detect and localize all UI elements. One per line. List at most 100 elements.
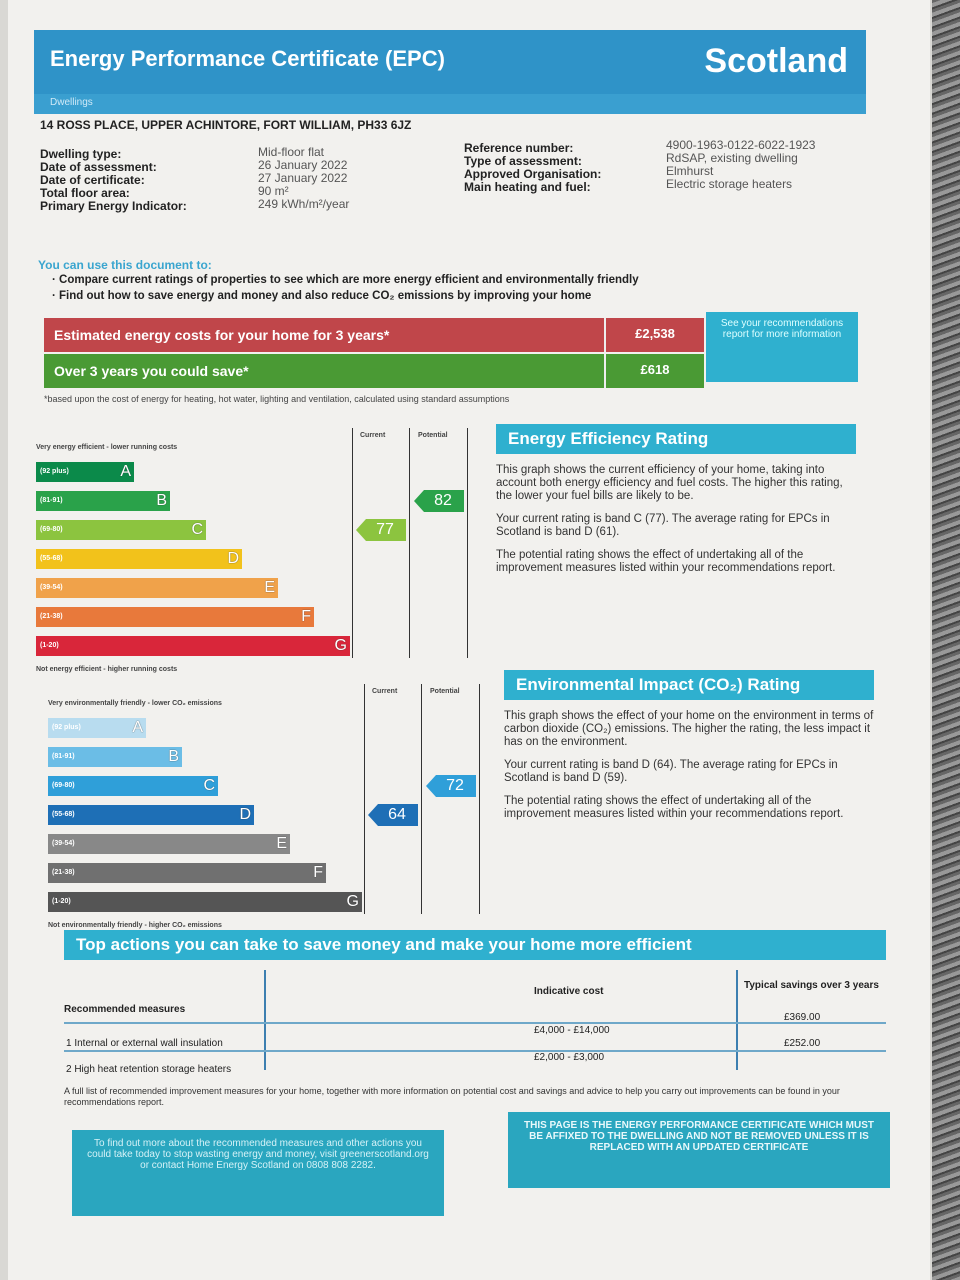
band-f: (21-38) F: [48, 863, 326, 883]
environmental-rating-chart: Very environmentally friendly - lower CO…: [48, 684, 498, 934]
current-column: [364, 684, 422, 914]
band-letter: A: [132, 719, 143, 736]
band-e: (39-54) E: [48, 834, 290, 854]
band-letter: C: [191, 521, 203, 538]
band-letter: A: [120, 463, 131, 480]
band-b: (81-91) B: [48, 747, 182, 767]
label: Date of certificate:: [40, 173, 145, 187]
value: 90 m²: [258, 184, 289, 198]
actions-title: Top actions you can take to save money a…: [64, 930, 886, 960]
band-range: (1-20): [52, 898, 71, 905]
environment-p3: The potential rating shows the effect of…: [504, 795, 844, 820]
environment-p2: Your current rating is band D (64). The …: [504, 759, 838, 784]
band-range: (21-38): [40, 613, 63, 620]
band-letter: G: [346, 893, 359, 910]
band-range: (69-80): [52, 782, 75, 789]
top-note: Very energy efficient - lower running co…: [36, 444, 178, 451]
measure-1: 1 Internal or external wall insulation: [66, 1038, 223, 1049]
savings-1: £369.00: [784, 1012, 821, 1023]
use-heading: You can use this document to:: [38, 258, 212, 272]
footnote: *based upon the cost of energy for heati…: [44, 394, 510, 404]
current-header: Current: [360, 432, 386, 439]
label: Approved Organisation:: [464, 167, 602, 181]
label: Type of assessment:: [464, 154, 582, 168]
band-letter: E: [276, 835, 287, 852]
energy-rating-chart: Very energy efficient - lower running co…: [36, 428, 486, 678]
current-header: Current: [372, 688, 398, 695]
certificate-notice-box: THIS PAGE IS THE ENERGY PERFORMANCE CERT…: [508, 1112, 890, 1188]
potential-header: Potential: [418, 432, 448, 439]
col-savings: Typical savings over 3 years: [744, 980, 879, 991]
environment-p1: This graph shows the effect of your home…: [504, 710, 874, 748]
band-a: (92 plus) A: [48, 718, 146, 738]
bullet-text: Find out how to save energy and money an…: [59, 290, 592, 302]
savings-value: £618: [604, 354, 704, 388]
band-range: (81-91): [52, 753, 75, 760]
band-f: (21-38) F: [36, 607, 314, 627]
value: 4900-1963-0122-6022-1923: [666, 138, 816, 152]
band-g: (1-20) G: [48, 892, 362, 912]
environment-title: Environmental Impact (CO₂) Rating: [504, 670, 874, 700]
label: Main heating and fuel:: [464, 180, 591, 194]
band-letter: B: [156, 492, 167, 509]
label: Total floor area:: [40, 186, 130, 200]
cost-1: £4,000 - £14,000: [534, 1025, 610, 1036]
header-bar: Energy Performance Certificate (EPC) Sco…: [34, 30, 866, 94]
band-range: (92 plus): [40, 468, 69, 475]
current-rating-arrow: 77: [356, 519, 406, 541]
background-surface: [932, 0, 960, 1280]
details-values-left: Mid-floor flat 26 January 2022 27 January …: [258, 146, 349, 211]
current-rating-arrow: 64: [368, 804, 418, 826]
savings-label: Over 3 years you could save*: [54, 363, 249, 379]
band-range: (55-68): [40, 555, 63, 562]
energy-text: Energy Efficiency Rating This graph show…: [496, 424, 856, 575]
band-range: (69-80): [40, 526, 63, 533]
actions-note: A full list of recommended improvement m…: [64, 1086, 840, 1107]
value: RdSAP, existing dwelling: [666, 151, 798, 165]
label: Dwelling type:: [40, 147, 122, 161]
band-d: (55-68) D: [36, 549, 242, 569]
estimated-costs-row: Estimated energy costs for your home for…: [44, 318, 704, 352]
page-title: Energy Performance Certificate (EPC): [50, 46, 445, 71]
band-range: (92 plus): [52, 724, 81, 731]
region-label: Scotland: [704, 42, 848, 80]
energy-p1: This graph shows the current efficiency …: [496, 464, 843, 502]
bottom-note: Not environmentally friendly - higher CO…: [48, 922, 222, 929]
band-range: (39-54): [40, 584, 63, 591]
band-letter: C: [203, 777, 215, 794]
band-range: (39-54): [52, 840, 75, 847]
band-e: (39-54) E: [36, 578, 278, 598]
measure-2: 2 High heat retention storage heaters: [66, 1064, 232, 1075]
label: Primary Energy Indicator:: [40, 199, 187, 213]
details-labels-left: Dwelling type: Date of assessment: Date of…: [40, 148, 260, 213]
details-labels-right: Reference number: Type of assessment: Appr…: [464, 142, 601, 194]
value: 249 kWh/m²/year: [258, 197, 350, 211]
band-c: (69-80) C: [48, 776, 218, 796]
band-letter: E: [264, 579, 275, 596]
address: 14 ROSS PLACE, UPPER ACHINTORE, FORT WIL…: [40, 118, 412, 132]
subtitle: Dwellings: [34, 94, 866, 114]
band-g: (1-20) G: [36, 636, 350, 656]
label: Date of assessment:: [40, 160, 157, 174]
estimated-costs-value: £2,538: [604, 318, 704, 352]
current-column: [352, 428, 410, 658]
savings-row: Over 3 years you could save* £618: [44, 354, 704, 388]
band-letter: G: [334, 637, 347, 654]
more-info-box: To find out more about the recommended m…: [72, 1130, 444, 1216]
top-note: Very environmentally friendly - lower CO…: [48, 700, 222, 707]
value: Mid-floor flat: [258, 145, 325, 159]
col-measures: Recommended measures: [64, 1004, 186, 1015]
value: Elmhurst: [666, 164, 714, 178]
band-letter: D: [227, 550, 239, 567]
bullet-1: · Compare current ratings of properties …: [52, 274, 639, 286]
epc-page: Energy Performance Certificate (EPC) Sco…: [8, 0, 930, 1280]
value: 26 January 2022: [258, 158, 348, 172]
cost-2: £2,000 - £3,000: [534, 1052, 605, 1063]
savings-2: £252.00: [784, 1038, 821, 1049]
band-range: (55-68): [52, 811, 75, 818]
band-letter: B: [168, 748, 179, 765]
environment-text: Environmental Impact (CO₂) Rating This g…: [504, 670, 874, 821]
bullet-2: · Find out how to save energy and money …: [52, 290, 592, 302]
band-range: (21-38): [52, 869, 75, 876]
bottom-note: Not energy efficient - higher running co…: [36, 666, 178, 673]
